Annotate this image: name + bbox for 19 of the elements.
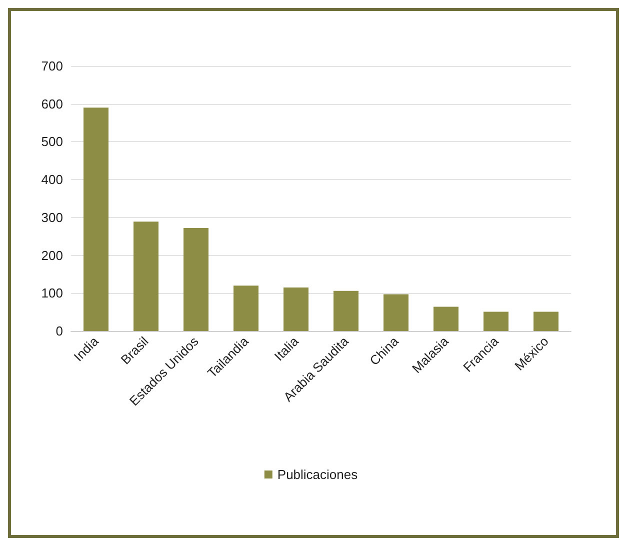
bar [184,228,208,331]
y-tick-label: 600 [41,96,63,112]
bar [234,286,258,331]
bar [134,222,158,331]
y-tick-label: 100 [41,286,63,301]
bar [534,312,558,331]
y-tick-label: 500 [41,134,63,150]
bar [84,108,108,331]
y-tick-label: 0 [56,324,63,338]
y-tick-label: 300 [41,210,63,225]
legend-label: Publicaciones [277,467,358,482]
y-tick-label: 700 [41,58,63,74]
bar [284,287,308,331]
bar [334,290,358,331]
y-tick-label: 400 [41,172,63,188]
bar [384,294,408,331]
bar [434,306,458,331]
y-tick-label: 200 [41,248,63,263]
bar [484,312,508,331]
